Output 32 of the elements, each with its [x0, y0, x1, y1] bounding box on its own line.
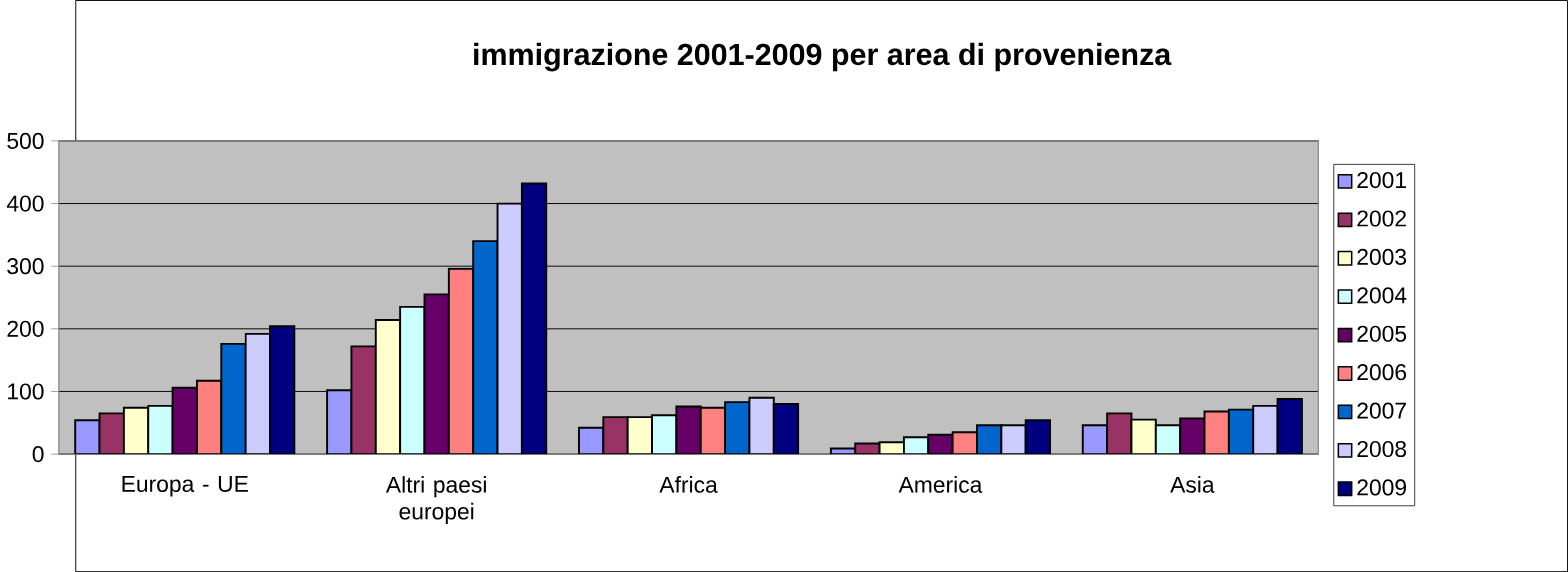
bar	[351, 346, 376, 455]
bar	[1179, 417, 1206, 455]
legend-label: 2004	[1357, 287, 1407, 304]
bar	[424, 294, 449, 455]
x-tick-label: Asia	[1170, 476, 1215, 493]
y-tick-label: 100	[8, 383, 44, 400]
bar	[676, 406, 701, 455]
y-tick-label: 500	[7, 132, 44, 149]
y-tick-label: 0	[32, 445, 44, 463]
bar	[400, 306, 425, 455]
x-tick-label: Africa	[659, 476, 718, 493]
bar	[1106, 412, 1133, 455]
legend-label: 2008	[1357, 440, 1407, 458]
x-tick-label: Europa - UE	[122, 476, 248, 497]
legend-label: 2001	[1357, 171, 1406, 189]
bar	[1203, 410, 1230, 455]
y-tick-label: 200	[7, 320, 44, 337]
bar	[473, 241, 498, 455]
bar	[221, 343, 246, 455]
legend-label: 2002	[1357, 210, 1406, 227]
legend-label: 2003	[1357, 248, 1407, 265]
legend-label: 2009	[1357, 479, 1406, 496]
x-tick-label: Altri paesi europei	[385, 476, 486, 524]
bar	[521, 183, 547, 455]
legend-label: 2007	[1357, 402, 1406, 419]
y-tick-label: 300	[7, 258, 44, 275]
y-tick-label: 400	[6, 195, 44, 212]
chart-title: immigrazione 2001-2009 per area di provenienza	[474, 42, 1172, 72]
legend-label: 2005	[1357, 325, 1407, 342]
x-tick-label: America	[898, 476, 983, 493]
bar	[148, 405, 173, 455]
legend-label: 2006	[1357, 364, 1407, 381]
